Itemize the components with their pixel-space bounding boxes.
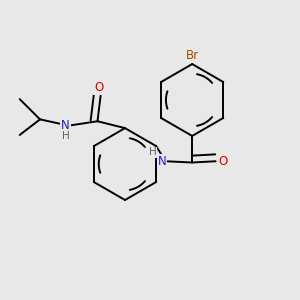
Text: O: O xyxy=(219,155,228,168)
Text: H: H xyxy=(62,130,70,141)
Text: H: H xyxy=(148,148,156,158)
Text: N: N xyxy=(158,155,166,168)
Text: O: O xyxy=(94,81,104,94)
Text: Br: Br xyxy=(186,49,199,62)
Text: N: N xyxy=(61,119,70,132)
